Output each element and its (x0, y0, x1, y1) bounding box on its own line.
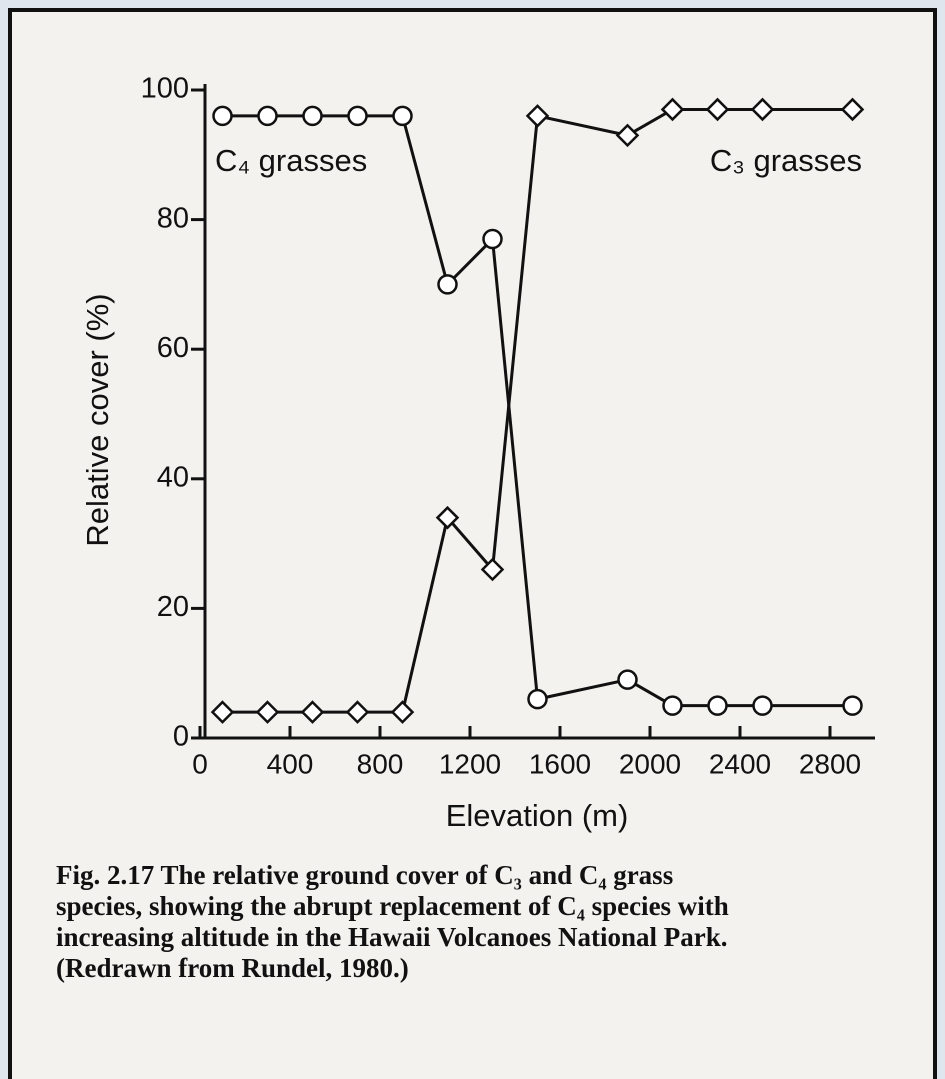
y-tick-label: 40 (157, 461, 189, 493)
diamond-marker (750, 97, 775, 122)
series-label: C₄ grasses (215, 143, 367, 178)
circle-marker (527, 688, 548, 710)
caption-line: (Redrawn from Rundel, 1980.) (56, 953, 409, 983)
caption-line: species, showing the abrupt replacement … (56, 891, 729, 921)
circle-marker (482, 228, 503, 250)
circle-marker (842, 695, 863, 716)
x-axis-label: Elevation (m) (446, 798, 629, 833)
diamond-marker (525, 104, 550, 128)
circle-marker (752, 695, 773, 716)
caption-line: increasing altitude in the Hawaii Volcan… (56, 922, 728, 952)
caption-text: The relative ground cover of C₃ and C₄ g… (160, 860, 674, 890)
circle-marker (707, 695, 728, 716)
x-tick-label: 2400 (709, 748, 771, 779)
y-tick-label: 60 (157, 332, 189, 364)
caption-line: Fig. 2.17 The relative ground cover of C… (56, 860, 729, 891)
diamond-marker (345, 700, 370, 724)
figure-frame: 0 20 40 60 80 100 0 400 800 1200 1600 2000 2400 2800 E… (8, 8, 937, 1079)
caption-label: Fig. 2.17 (56, 860, 155, 890)
series-label: C₃ grasses (710, 143, 862, 178)
diamond-marker (300, 700, 325, 724)
x-tick-label: 1200 (439, 748, 501, 779)
circle-marker (392, 105, 413, 127)
diamond-marker (390, 700, 415, 724)
caption: Fig. 2.17 The relative ground cover of C… (56, 860, 729, 984)
x-tick-label: 1600 (529, 748, 591, 779)
chart: 0 20 40 60 80 100 0 400 800 1200 1600 2000 2400 2800 E… (80, 73, 875, 833)
y-axis-label: Relative cover (%) (80, 293, 115, 546)
circle-marker (617, 669, 638, 690)
diamond-marker (480, 557, 505, 582)
y-tick-label: 0 (173, 721, 189, 753)
diamond-marker (660, 97, 685, 122)
diamond-marker (840, 97, 865, 122)
x-tick-label: 2000 (619, 748, 681, 779)
series-line (222, 114, 853, 708)
circle-marker (662, 695, 683, 716)
circle-marker (212, 105, 233, 127)
diamond-marker (705, 97, 730, 122)
circle-marker (302, 105, 323, 127)
diamond-marker (255, 700, 280, 724)
diamond-marker (615, 123, 640, 148)
y-tick-label: 20 (157, 591, 189, 623)
diamond-marker (210, 700, 235, 724)
y-tick-label: 80 (157, 202, 189, 234)
series-line (222, 107, 853, 714)
circle-marker (437, 274, 458, 295)
x-tick-label: 2800 (799, 748, 861, 779)
x-tick-label: 400 (267, 748, 314, 779)
circle-marker (257, 105, 278, 127)
y-tick-label: 100 (141, 73, 189, 105)
circle-marker (347, 105, 368, 127)
diamond-marker (435, 505, 460, 530)
x-tick-label: 0 (192, 748, 208, 779)
x-tick-label: 800 (357, 748, 404, 779)
